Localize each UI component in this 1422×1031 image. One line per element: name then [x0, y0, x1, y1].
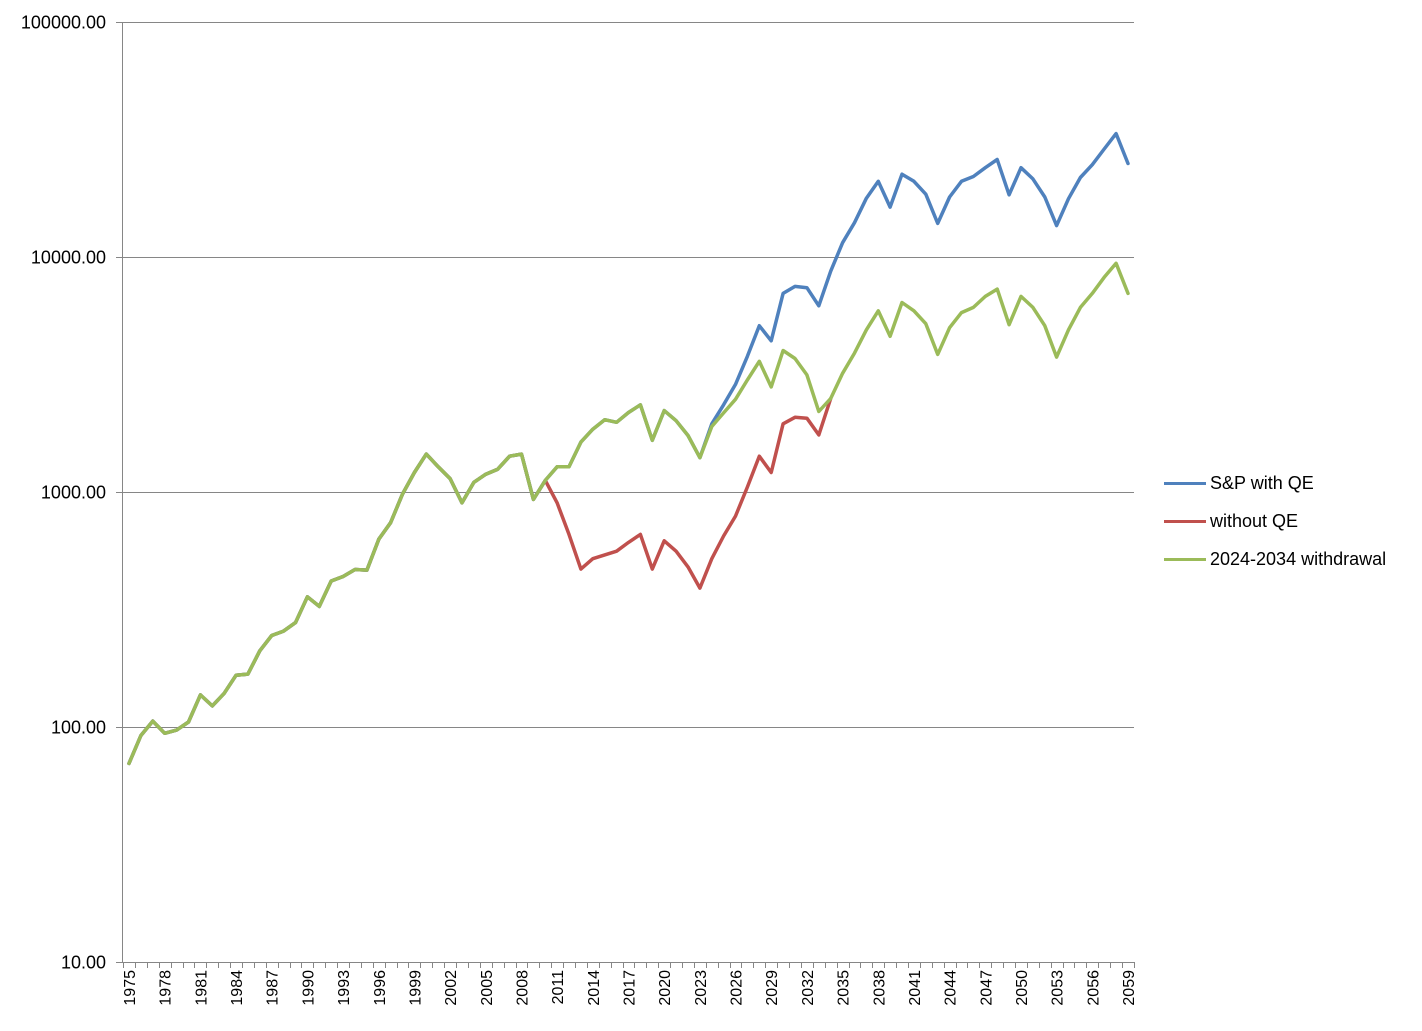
x-tick-label-1993: 1993 [336, 970, 353, 1006]
x-tick-label-2035: 2035 [836, 970, 853, 1006]
x-tick-label-1981: 1981 [193, 970, 210, 1006]
x-tick-label-2023: 2023 [693, 970, 710, 1006]
x-tick-label-2020: 2020 [657, 970, 674, 1006]
x-tick-label-2047: 2047 [978, 970, 995, 1006]
x-tick-label-2041: 2041 [907, 970, 924, 1006]
legend-swatch-sp-with-qe [1164, 481, 1206, 485]
x-axis-tick-labels: 1975 1978 1981 1984 1987 1990 1993 1996 1999 2002… [122, 970, 1138, 1006]
series-lines [127, 131, 1130, 766]
legend-item-without-qe: without QE [1164, 502, 1386, 540]
x-tick-label-2059: 2059 [1121, 970, 1138, 1006]
legend-item-withdrawal: 2024-2034 withdrawal [1164, 540, 1386, 578]
x-tick-label-1978: 1978 [158, 970, 175, 1006]
x-tick-label-2017: 2017 [622, 970, 639, 1006]
x-tick-label-2005: 2005 [479, 970, 496, 1006]
x-tick-label-1987: 1987 [265, 970, 282, 1006]
y-axis-tick-labels: 10.00 100.00 1000.00 10000.00 100000.00 [21, 13, 106, 973]
x-tick-label-1996: 1996 [372, 970, 389, 1006]
x-tick-label-2014: 2014 [586, 970, 603, 1006]
x-tick-label-2029: 2029 [764, 970, 781, 1006]
x-tick-label-2011: 2011 [550, 970, 567, 1005]
y-tick-label-1: 100.00 [51, 718, 106, 738]
legend-swatch-withdrawal [1164, 557, 1206, 561]
x-tick-label-2050: 2050 [1014, 970, 1031, 1006]
legend-label-withdrawal: 2024-2034 withdrawal [1210, 548, 1387, 569]
legend-item-sp-with-qe: S&P with QE [1164, 464, 1386, 502]
x-tick-label-2032: 2032 [800, 970, 817, 1006]
y-tick-label-3: 10000.00 [31, 248, 106, 268]
x-tick-label-2056: 2056 [1085, 970, 1102, 1006]
x-tick-label-1975: 1975 [122, 970, 139, 1006]
x-tick-label-2002: 2002 [443, 970, 460, 1006]
x-tick-label-1990: 1990 [300, 970, 317, 1006]
series-line-0 [127, 131, 1130, 766]
x-tick-label-2008: 2008 [514, 970, 531, 1006]
x-tick-label-2038: 2038 [871, 970, 888, 1006]
x-tick-label-1999: 1999 [407, 970, 424, 1006]
y-tick-label-2: 1000.00 [41, 483, 106, 503]
legend-label-sp-with-qe: S&P with QE [1210, 472, 1314, 493]
x-tick-label-1984: 1984 [229, 970, 246, 1006]
series-line-1 [127, 396, 833, 766]
series-line-2 [127, 261, 1130, 766]
legend-swatch-without-qe [1164, 519, 1206, 523]
y-tick-label-4: 100000.00 [21, 13, 106, 33]
x-tick-label-2044: 2044 [943, 970, 960, 1006]
gridlines [122, 22, 1134, 963]
x-tick-label-2053: 2053 [1050, 970, 1067, 1006]
legend: S&P with QE without QE 2024-2034 withdra… [1164, 464, 1386, 578]
axes [116, 22, 1135, 968]
x-tick-label-2026: 2026 [729, 970, 746, 1006]
legend-label-without-qe: without QE [1210, 510, 1299, 531]
y-tick-label-0: 10.00 [61, 953, 106, 973]
